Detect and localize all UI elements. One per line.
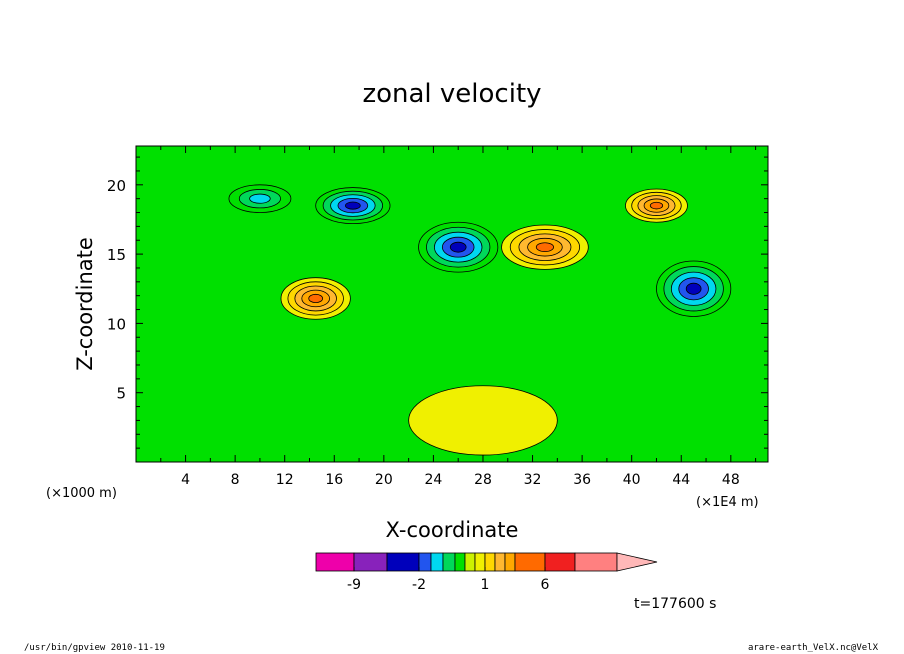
y-tick-label: 20 <box>107 177 126 195</box>
x-unit-label: (×1000 m) <box>46 486 117 501</box>
field-feature <box>625 188 688 223</box>
x-tick-label: 16 <box>325 472 343 488</box>
x-tick-label: 8 <box>231 472 240 488</box>
colorbar-extension <box>616 552 658 572</box>
y-axis: 5 10 15 20 <box>107 156 768 449</box>
colorbar-tick-label: -9 <box>347 577 361 593</box>
colorbar-cell <box>574 552 618 572</box>
colorbar-cell <box>315 552 355 572</box>
contour-band <box>308 293 324 304</box>
x-tick-label: 36 <box>573 472 591 488</box>
contour-band <box>685 282 702 295</box>
field-feature <box>408 385 558 456</box>
field-feature <box>656 260 732 317</box>
x-tick-label: 48 <box>722 472 740 488</box>
colorbar-cell <box>514 552 546 572</box>
colorbar-cell <box>484 552 496 572</box>
x-axis-label: X-coordinate <box>386 518 519 542</box>
x-tick-label: 12 <box>276 472 294 488</box>
colorbar-tick-label: 1 <box>481 577 490 593</box>
x-tick-label: 20 <box>375 472 393 488</box>
colorbar-tick-label: 6 <box>541 577 550 593</box>
y-tick-label: 10 <box>107 315 126 333</box>
colorbar-cell <box>386 552 420 572</box>
field-blobs <box>228 184 732 456</box>
x-tick-label: 40 <box>623 472 641 488</box>
y-tick-label: 5 <box>116 385 126 403</box>
x-tick-label: 4 <box>181 472 190 488</box>
field-feature <box>315 187 391 225</box>
colorbar-cell <box>353 552 388 572</box>
field-feature <box>501 224 589 270</box>
contour-band <box>249 193 271 204</box>
colorbar-ticks: -9 -2 1 6 <box>347 567 550 593</box>
colorbar-cell <box>504 552 516 572</box>
plot-area <box>136 146 768 462</box>
y-tick-label: 15 <box>107 246 126 264</box>
x-tick-label: 28 <box>474 472 492 488</box>
colorbar-cell <box>544 552 576 572</box>
footer-left: /usr/bin/gpview 2010-11-19 <box>24 643 165 653</box>
y-axis-label: Z-coordinate <box>73 237 97 371</box>
chart-title: zonal velocity <box>362 79 541 109</box>
contour-band <box>535 242 555 253</box>
x-tick-label: 24 <box>424 472 442 488</box>
field-feature <box>418 221 499 273</box>
colorbar-cell <box>442 552 456 572</box>
x-scale-label: (×1E4 m) <box>696 495 759 510</box>
x-tick-label: 44 <box>672 472 690 488</box>
colorbar <box>315 552 658 572</box>
time-label: t=177600 s <box>634 596 716 612</box>
colorbar-cell <box>418 552 432 572</box>
plot-frame <box>135 145 769 463</box>
colorbar-cell <box>430 552 444 572</box>
x-tick-label: 32 <box>524 472 542 488</box>
contour-band <box>449 241 467 253</box>
field-feature <box>280 277 351 320</box>
footer-right: arare-earth_VelX.nc@VelX <box>748 643 879 653</box>
contour-band <box>345 201 361 210</box>
contour-band <box>408 385 558 456</box>
x-axis: 4 8 12 16 20 24 28 32 36 40 44 48 <box>160 146 757 488</box>
contour-band <box>649 201 664 210</box>
colorbar-tick-label: -2 <box>412 577 426 593</box>
colorbar-cell <box>474 552 486 572</box>
colorbar-cell <box>464 552 476 572</box>
colorbar-cell <box>454 552 466 572</box>
field-feature <box>228 184 292 213</box>
colorbar-cell <box>494 552 506 572</box>
